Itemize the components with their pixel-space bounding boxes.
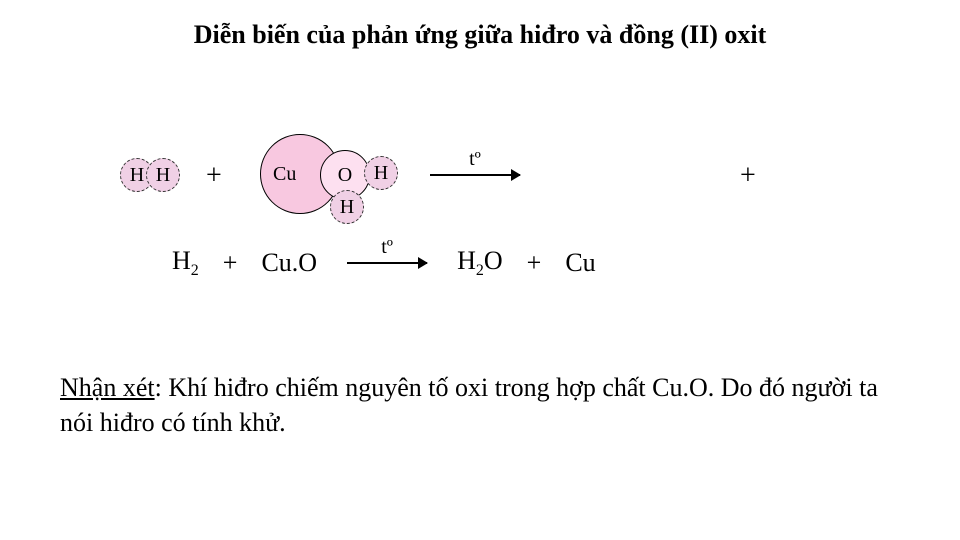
formula-cuo: Cu.O	[261, 248, 317, 278]
page-title: Diễn biến của phản ứng giữa hiđro và đồn…	[0, 20, 960, 50]
atom-h-attached-1: H	[364, 156, 398, 190]
atom-h-left-2: H	[146, 158, 180, 192]
diagram-row-formula: H2 + Cu.O tº H2O + Cu	[172, 246, 596, 280]
plus-4: +	[527, 248, 542, 278]
arrow-2-label: tº	[381, 236, 393, 259]
plus-1: +	[206, 160, 222, 192]
reaction-arrow-2: tº	[347, 262, 427, 264]
plus-2: +	[740, 160, 756, 192]
reaction-arrow-1: tº	[430, 174, 520, 176]
comment-paragraph: Nhận xét: Khí hiđro chiếm nguyên tố oxi …	[60, 370, 900, 440]
arrow-1-label: tº	[469, 148, 481, 171]
formula-cu: Cu	[565, 248, 595, 278]
plus-3: +	[223, 248, 238, 278]
atom-h-attached-2: H	[330, 190, 364, 224]
formula-h2: H2	[172, 246, 199, 280]
formula-h2o: H2O	[457, 246, 503, 280]
comment-label: Nhận xét	[60, 373, 155, 402]
comment-body: : Khí hiđro chiếm nguyên tố oxi trong hợ…	[60, 373, 878, 437]
